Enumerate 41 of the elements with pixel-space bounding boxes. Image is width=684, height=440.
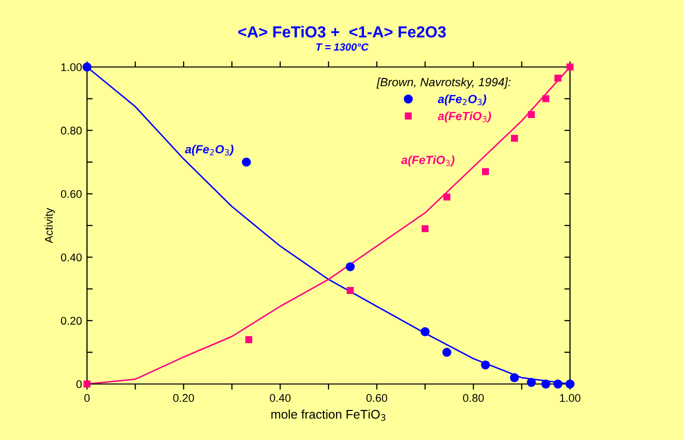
point: [510, 373, 519, 382]
point: [554, 74, 562, 82]
point: [482, 168, 489, 176]
point: [442, 348, 452, 357]
legend-title: [Brown, Navrotsky, 1994]:: [376, 78, 511, 89]
y-tick-label: 0.60: [60, 190, 82, 198]
series-label: a(FeTiO$_{3}$): [401, 155, 454, 166]
x-tick-label: 0: [84, 394, 90, 402]
y-tick-label: 0.20: [60, 316, 82, 325]
y-tick-label: 0.80: [60, 126, 82, 135]
point: [346, 262, 355, 272]
x-tick-label: 0.20: [173, 394, 194, 402]
point: [420, 327, 430, 336]
y-tick-label: 1.00: [61, 63, 82, 72]
point: [553, 379, 562, 389]
chart-subtitle: T = 1300°C: [316, 43, 369, 51]
y-axis-title: Activity: [44, 208, 55, 244]
point: [541, 379, 550, 389]
point: [422, 225, 429, 232]
x-tick-label: 0.60: [366, 394, 388, 402]
x-tick-label: 0.40: [270, 394, 291, 402]
point: [566, 64, 574, 70]
point: [510, 134, 518, 142]
x-tick-label: 1.00: [560, 394, 580, 402]
point: [84, 380, 90, 388]
point: [443, 193, 450, 200]
point: [480, 360, 490, 370]
point: [528, 111, 535, 118]
point: [242, 158, 251, 167]
point: [542, 95, 550, 102]
y-tick-label: 0.40: [60, 253, 82, 262]
x-tick-label: 0.80: [463, 394, 484, 402]
chart-title: <A> FeTiO3 + <1-A> Fe2O3: [238, 26, 446, 38]
y-tick-label: 0: [76, 380, 82, 388]
point: [245, 336, 252, 344]
series-label: a(Fe$_{2}$O$_{3}$): [185, 144, 234, 156]
legend-label: a(FeTiO$_{3}$): [438, 112, 492, 123]
x-axis-title: mole fraction FeTiO$_{3}$: [271, 410, 386, 421]
legend-label: a(Fe$_{2}$O$_{3}$): [438, 94, 486, 106]
point: [346, 287, 354, 294]
point: [526, 378, 536, 387]
